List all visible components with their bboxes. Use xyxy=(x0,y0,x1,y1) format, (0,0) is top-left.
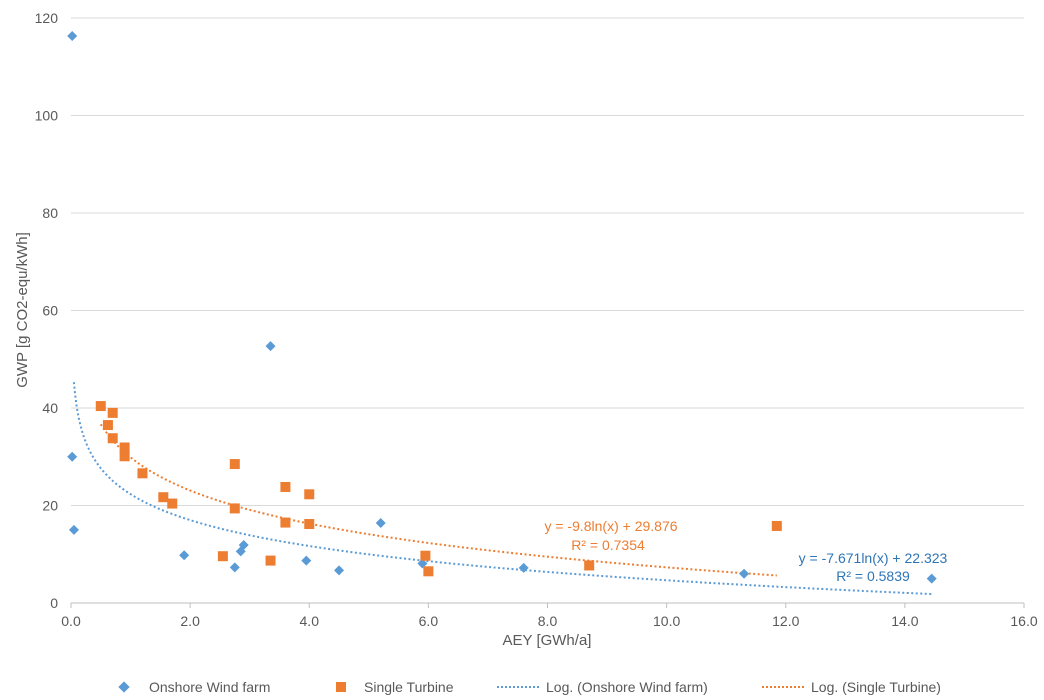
data-point xyxy=(158,492,169,503)
y-tick-label: 120 xyxy=(35,10,59,26)
equation-label: y = -7.671ln(x) + 22.323 xyxy=(799,550,948,566)
x-axis-ticks: 0.0 2.0 4.0 6.0 8.0 10.0 12.0 14.0 16.0 xyxy=(61,613,1038,629)
square-marker-icon xyxy=(336,682,346,692)
y-tick-label: 40 xyxy=(42,400,58,416)
legend-item-log-single-turbine: Log. (Single Turbine) xyxy=(762,679,941,695)
data-point xyxy=(280,517,291,528)
data-point xyxy=(771,520,782,531)
data-point xyxy=(334,565,345,576)
x-tick-label: 16.0 xyxy=(1010,613,1037,629)
x-tick-label: 6.0 xyxy=(419,613,439,629)
legend-item-single-turbine: Single Turbine xyxy=(336,679,454,695)
data-point xyxy=(518,562,529,573)
data-point xyxy=(119,442,130,453)
data-point xyxy=(584,560,595,571)
data-point xyxy=(107,407,118,418)
y-tick-label: 100 xyxy=(35,108,59,124)
data-point xyxy=(67,31,78,42)
legend-label: Log. (Onshore Wind farm) xyxy=(546,679,708,695)
r-squared-label: R² = 0.5839 xyxy=(836,568,910,584)
x-tick-label: 10.0 xyxy=(653,613,680,629)
data-point xyxy=(107,433,118,444)
x-axis xyxy=(70,602,1025,608)
legend-label: Log. (Single Turbine) xyxy=(811,679,941,695)
data-point xyxy=(238,539,249,550)
data-point xyxy=(68,524,79,535)
x-tick-label: 14.0 xyxy=(891,613,918,629)
data-point xyxy=(217,551,228,562)
y-axis-ticks: 0 20 40 60 80 100 120 xyxy=(35,10,59,611)
trend-equation-single-turbine: y = -9.8ln(x) + 29.876 R² = 0.7354 xyxy=(544,518,677,553)
data-point xyxy=(375,518,386,529)
data-point xyxy=(167,498,178,509)
equation-label: y = -9.8ln(x) + 29.876 xyxy=(544,518,677,534)
y-tick-label: 0 xyxy=(50,595,58,611)
legend: Onshore Wind farm Single Turbine Log. (O… xyxy=(118,679,941,695)
y-tick-label: 20 xyxy=(42,498,58,514)
data-point xyxy=(229,459,240,470)
x-tick-label: 12.0 xyxy=(772,613,799,629)
data-point xyxy=(926,573,937,584)
trendline xyxy=(72,382,932,596)
data-point xyxy=(102,420,113,431)
x-tick-label: 2.0 xyxy=(180,613,200,629)
data-point xyxy=(265,341,276,352)
y-tick-label: 80 xyxy=(42,205,58,221)
data-point xyxy=(67,451,78,462)
legend-item-onshore-wind-farm: Onshore Wind farm xyxy=(118,679,270,695)
x-tick-label: 0.0 xyxy=(61,613,81,629)
data-points xyxy=(67,31,937,584)
y-axis-title: GWP [g CO2-equ/kWh] xyxy=(14,232,31,388)
data-point xyxy=(304,489,315,500)
diamond-marker-icon xyxy=(118,681,130,693)
data-point xyxy=(95,401,106,412)
x-tick-label: 4.0 xyxy=(300,613,320,629)
data-point xyxy=(423,566,434,577)
data-point xyxy=(119,451,130,462)
data-point xyxy=(280,481,291,492)
data-point xyxy=(179,550,190,561)
y-tick-label: 60 xyxy=(42,303,58,319)
data-point xyxy=(420,550,431,561)
data-point xyxy=(265,555,276,566)
data-point xyxy=(229,562,240,573)
r-squared-label: R² = 0.7354 xyxy=(571,537,645,553)
data-point xyxy=(301,555,312,566)
data-point xyxy=(739,568,750,579)
data-point xyxy=(137,468,148,479)
legend-label: Onshore Wind farm xyxy=(149,679,270,695)
legend-label: Single Turbine xyxy=(364,679,454,695)
trendline xyxy=(99,423,777,577)
gridlines xyxy=(71,17,1024,506)
data-point xyxy=(304,519,315,530)
x-tick-label: 8.0 xyxy=(538,613,558,629)
trend-equation-onshore-wind-farm: y = -7.671ln(x) + 22.323 R² = 0.5839 xyxy=(799,550,948,584)
data-point xyxy=(417,558,428,569)
data-point xyxy=(229,503,240,514)
legend-item-log-onshore-wind-farm: Log. (Onshore Wind farm) xyxy=(497,679,708,695)
x-axis-title: AEY [GWh/a] xyxy=(503,632,592,649)
